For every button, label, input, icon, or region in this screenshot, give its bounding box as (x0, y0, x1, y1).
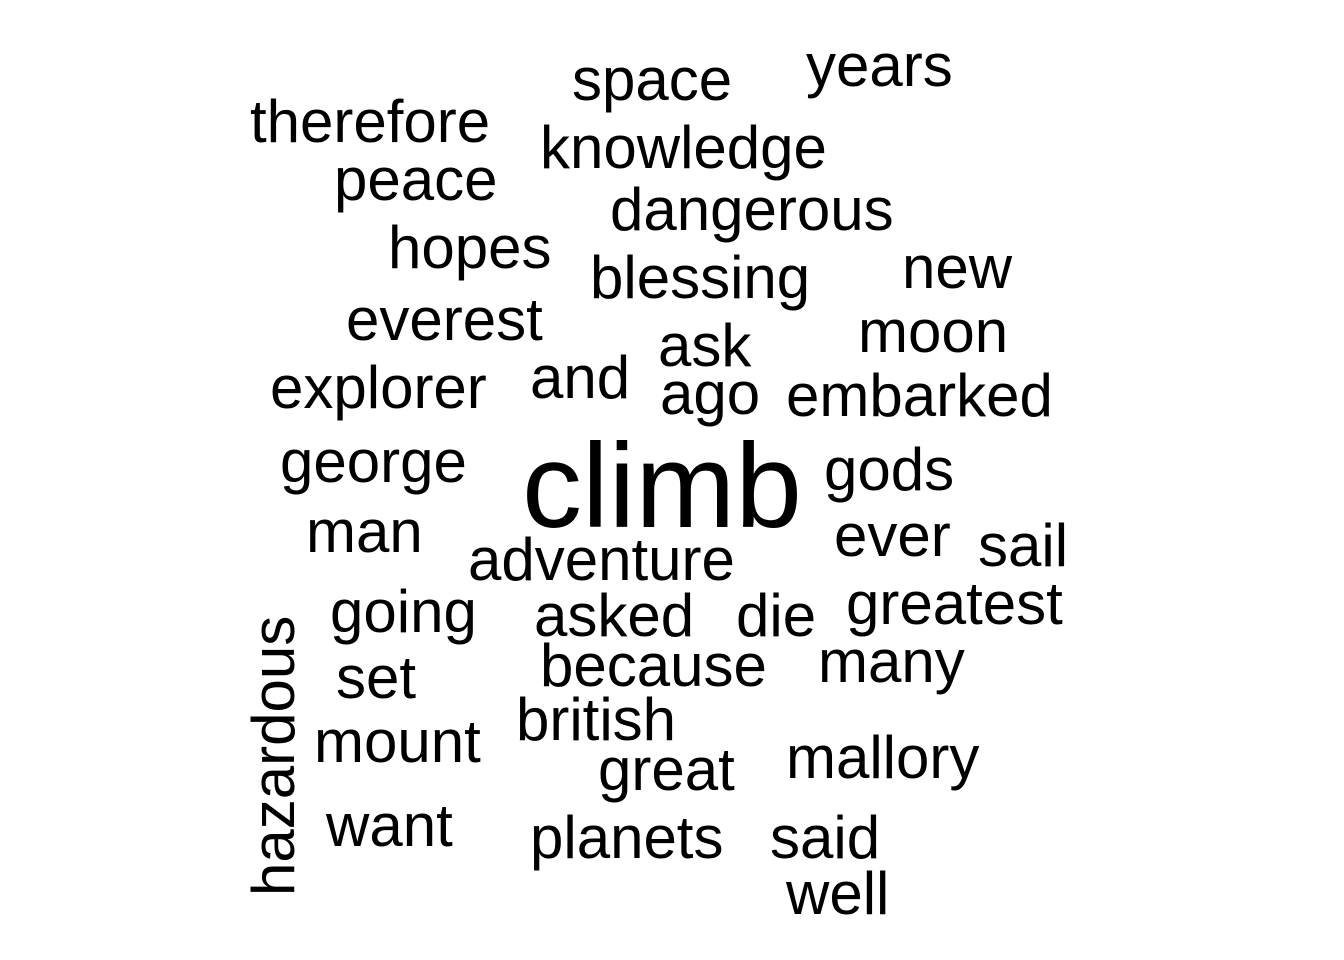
word-explorer: explorer (270, 354, 487, 421)
word-ever: ever (834, 502, 951, 569)
word-asked: asked (534, 582, 695, 649)
word-moon: moon (858, 298, 1009, 365)
word-well: well (786, 860, 890, 927)
word-blessing: blessing (590, 244, 811, 311)
word-therefore: therefore (250, 88, 491, 155)
word-years: years (806, 32, 953, 99)
word-set: set (336, 644, 417, 711)
word-dangerous: dangerous (610, 176, 894, 243)
word-going: going (330, 578, 477, 645)
word-great: great (598, 736, 735, 803)
word-adventure: adventure (468, 526, 735, 593)
word-man: man (306, 498, 423, 565)
word-sail: sail (978, 512, 1069, 579)
word-hopes: hopes (388, 214, 552, 281)
word-because: because (540, 632, 767, 699)
word-gods: gods (824, 436, 955, 503)
word-knowledge: knowledge (540, 114, 827, 181)
word-hazardous: hazardous (240, 615, 307, 896)
word-many: many (818, 628, 965, 695)
word-said: said (770, 804, 881, 871)
word-george: george (280, 428, 467, 495)
word-mallory: mallory (786, 724, 980, 791)
word-mount: mount (314, 708, 481, 775)
word-planets: planets (530, 804, 724, 871)
word-and: and (530, 344, 631, 411)
word-peace: peace (334, 146, 498, 213)
word-ask: ask (658, 312, 752, 379)
word-space: space (572, 46, 733, 113)
word-die: die (736, 582, 817, 649)
word-want: want (326, 792, 453, 859)
word-embarked: embarked (786, 362, 1053, 429)
word-climb: climb (522, 419, 803, 553)
word-british: british (516, 686, 677, 753)
word-ago: ago (660, 360, 761, 427)
word-everest: everest (346, 286, 543, 353)
word-greatest: greatest (846, 570, 1063, 637)
word-new: new (902, 234, 1013, 301)
